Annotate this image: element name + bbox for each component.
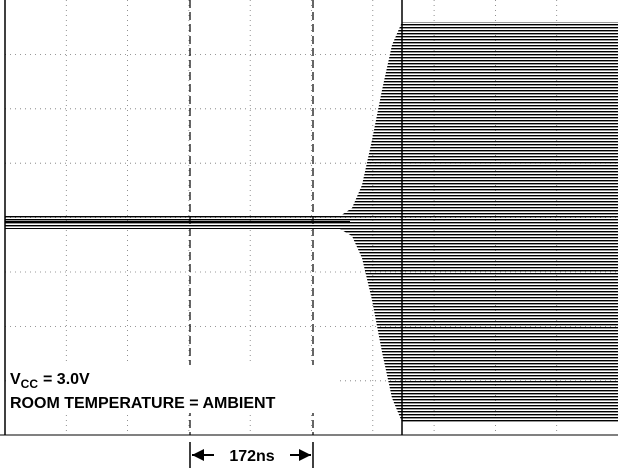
oscilloscope-screen: VCC = 3.0V ROOM TEMPERATURE = AMBIENT 172… (0, 0, 618, 471)
temperature-label: ROOM TEMPERATURE = AMBIENT (10, 395, 276, 412)
supply-subscript: CC (21, 377, 39, 391)
supply-symbol: V (10, 371, 21, 388)
time-marker-label: 172ns (229, 448, 274, 465)
supply-value: = 3.0V (43, 371, 90, 388)
